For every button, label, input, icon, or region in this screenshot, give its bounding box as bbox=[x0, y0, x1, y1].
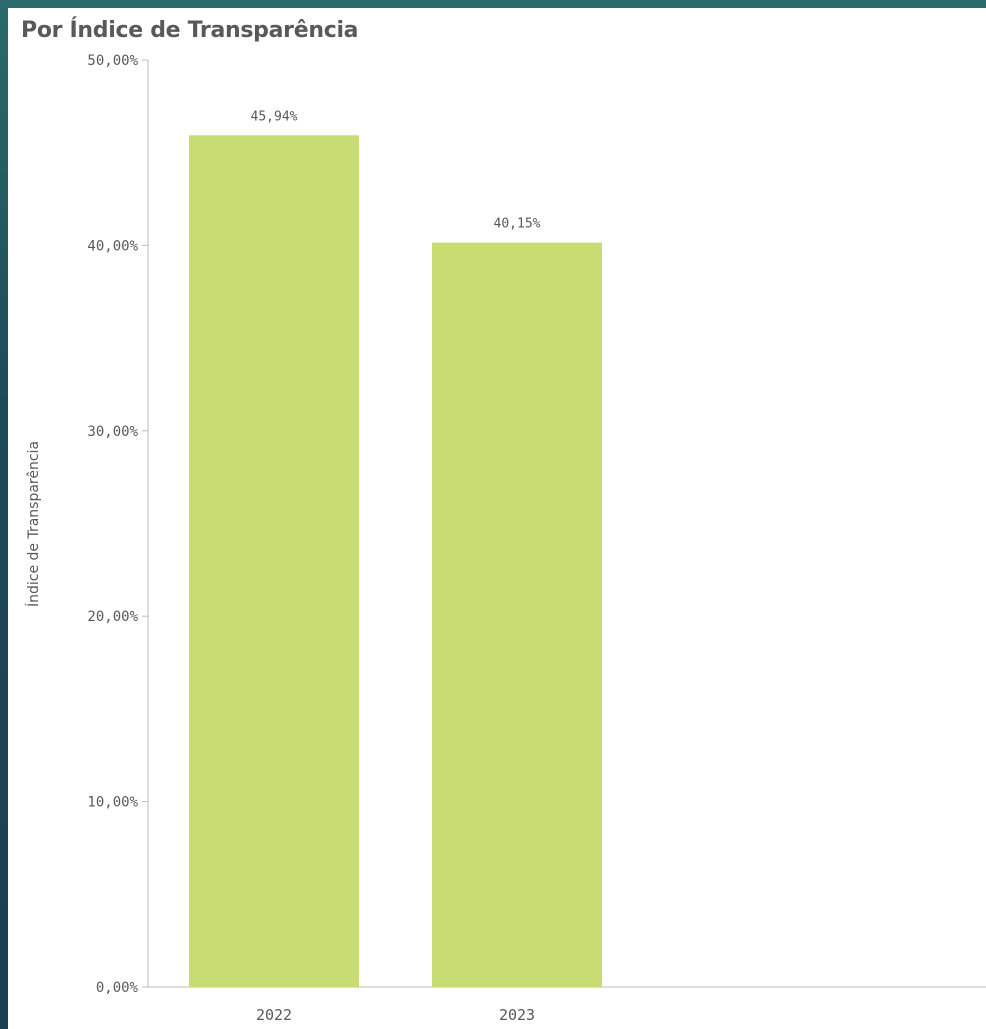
data-labels-group: 45,94% 40,15% bbox=[251, 109, 541, 231]
y-tick-label: 0,00% bbox=[96, 980, 139, 996]
y-tick-label: 40,00% bbox=[87, 238, 138, 254]
y-axis-ticks: 0,00% 10,00% 20,00% 30,00% 40,00% 50,00% bbox=[87, 53, 148, 996]
y-tick-label: 20,00% bbox=[87, 609, 138, 625]
data-label-2022: 45,94% bbox=[251, 109, 298, 124]
bar-chart: Índice de Transparência 0,00% 10,00% 20,00… bbox=[25, 53, 986, 1024]
data-label-2023: 40,15% bbox=[494, 217, 541, 232]
x-tick-label: 2022 bbox=[256, 1006, 292, 1024]
chart-title: Por Índice de Transparência bbox=[21, 18, 359, 43]
y-axis-title-group: Índice de Transparência bbox=[25, 441, 42, 607]
y-tick-label: 10,00% bbox=[87, 795, 138, 811]
bars-group bbox=[189, 135, 602, 987]
y-axis-title: Índice de Transparência bbox=[25, 441, 42, 607]
chart-panel: Por Índice de Transparência Índice de Tr… bbox=[8, 8, 986, 1029]
y-tick-label: 30,00% bbox=[87, 424, 138, 440]
x-tick-label: 2023 bbox=[499, 1006, 535, 1024]
bar-2023[interactable] bbox=[432, 242, 602, 987]
bar-2022[interactable] bbox=[189, 135, 359, 987]
y-tick-label: 50,00% bbox=[87, 53, 138, 69]
x-axis-labels: 2022 2023 bbox=[256, 1006, 535, 1024]
